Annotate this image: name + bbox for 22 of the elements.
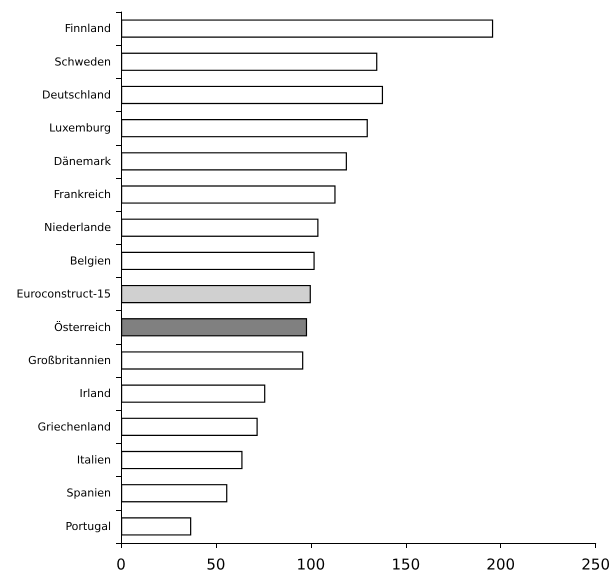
y-tick-label: Schweden: [54, 55, 112, 68]
y-tick-label: Niederlande: [44, 221, 112, 234]
y-tick-label: Euroconstruct-15: [16, 288, 111, 301]
y-tick-label: Deutschland: [42, 88, 111, 102]
y-tick-label: Dänemark: [54, 154, 112, 168]
y-tick-label: Luxemburg: [49, 122, 111, 135]
y-tick-label: Finnland: [64, 22, 111, 36]
x-tick-label: 200: [486, 556, 516, 574]
y-tick-label: Österreich: [54, 320, 112, 334]
x-tick-label: 50: [206, 556, 226, 574]
y-tick-label: Portugal: [65, 520, 111, 533]
x-tick-label: 100: [296, 556, 326, 574]
y-tick-label: Belgien: [70, 254, 112, 268]
y-tick-label: Italien: [76, 454, 112, 467]
y-tick-label: Spanien: [66, 486, 112, 500]
x-tick-label: 0: [116, 556, 126, 574]
x-tick-label: 250: [581, 556, 610, 574]
y-tick-label: Irland: [79, 387, 111, 400]
y-tick-label: Großbritannien: [28, 354, 112, 367]
y-tick-label: Frankreich: [54, 188, 112, 202]
y-tick-label: Griechenland: [38, 420, 111, 434]
x-tick-label: 150: [391, 556, 420, 574]
